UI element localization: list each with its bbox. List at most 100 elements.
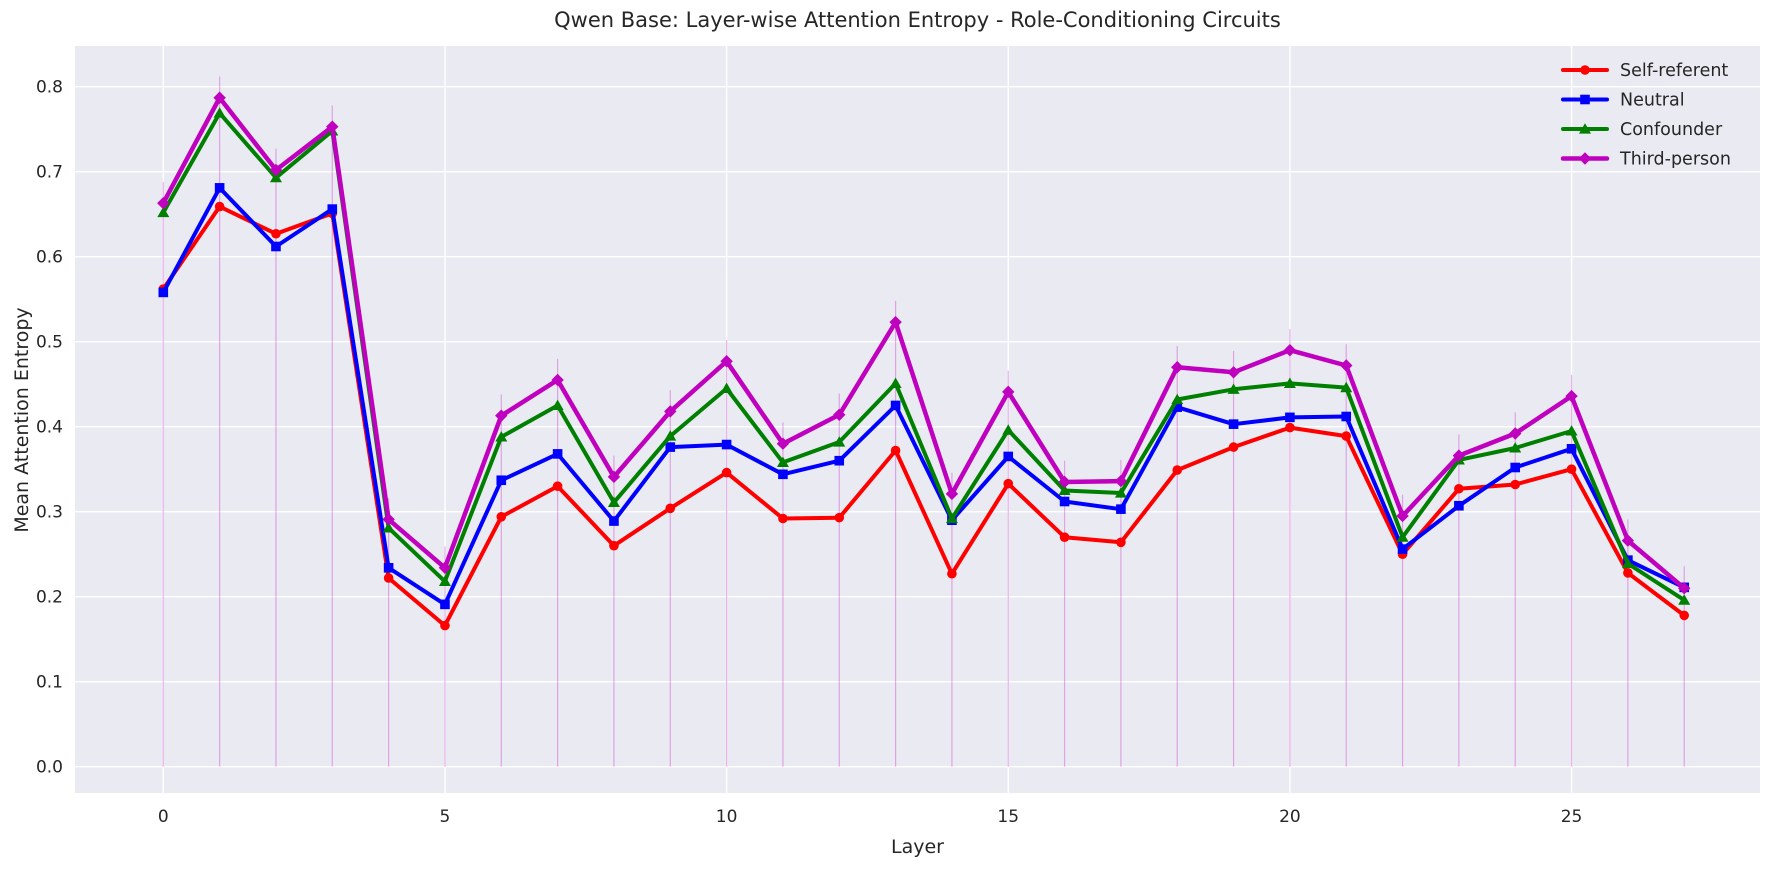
data-point-marker xyxy=(1341,431,1352,441)
data-point-marker xyxy=(269,163,283,177)
data-point-marker xyxy=(157,196,170,210)
data-point-marker xyxy=(1679,610,1690,621)
data-point-marker xyxy=(271,241,281,252)
legend-label: Self-referent xyxy=(1620,61,1728,81)
data-point-marker xyxy=(495,431,508,442)
data-point-marker xyxy=(1509,442,1522,453)
data-point-marker xyxy=(157,206,170,218)
x-tick-label: 5 xyxy=(440,807,451,827)
data-point-marker xyxy=(776,456,789,467)
data-point-marker xyxy=(158,287,169,298)
triangle-marker-icon xyxy=(1579,123,1591,134)
data-point-marker xyxy=(720,382,733,394)
data-point-marker xyxy=(438,561,452,574)
data-point-marker xyxy=(607,470,621,484)
data-point-marker xyxy=(1678,594,1691,605)
data-point-marker xyxy=(720,355,733,368)
data-point-marker xyxy=(1623,568,1633,578)
data-point-marker xyxy=(1283,377,1296,388)
data-point-marker xyxy=(833,408,846,421)
series-line-self-referent xyxy=(161,204,1687,628)
data-point-marker xyxy=(383,563,394,573)
y-tick-label: 0.8 xyxy=(36,78,63,98)
data-point-marker xyxy=(721,439,732,450)
data-point-marker xyxy=(664,430,677,441)
data-point-marker xyxy=(1172,465,1183,475)
data-point-marker xyxy=(1002,424,1015,435)
diamond-marker-icon xyxy=(1578,152,1592,165)
data-point-marker xyxy=(1114,487,1127,498)
data-point-marker xyxy=(834,455,845,466)
data-point-marker xyxy=(664,405,677,418)
data-point-marker xyxy=(1566,444,1577,454)
data-point-marker xyxy=(1114,474,1128,488)
data-point-marker xyxy=(496,475,507,486)
data-point-marker xyxy=(776,437,790,450)
data-point-marker xyxy=(1003,478,1014,489)
data-point-marker xyxy=(551,399,564,411)
data-point-marker xyxy=(269,171,282,183)
data-point-marker xyxy=(551,373,564,387)
data-point-marker xyxy=(213,107,226,118)
data-point-marker xyxy=(552,449,563,459)
x-tick-label: 25 xyxy=(1561,807,1583,827)
series-line-third-person xyxy=(161,95,1687,591)
chart-title: Qwen Base: Layer-wise Attention Entropy … xyxy=(554,8,1281,32)
legend-label: Confounder xyxy=(1620,120,1723,140)
data-point-marker xyxy=(1227,366,1240,379)
data-point-marker xyxy=(1510,462,1521,473)
data-point-marker xyxy=(1116,504,1126,514)
y-tick-label: 0.1 xyxy=(36,673,63,693)
data-point-marker xyxy=(1452,449,1466,462)
data-point-marker xyxy=(1171,393,1184,405)
data-point-marker xyxy=(665,442,676,452)
data-point-marker xyxy=(271,228,281,239)
data-point-marker xyxy=(382,513,395,526)
data-point-marker xyxy=(945,512,958,524)
data-point-marker xyxy=(1454,500,1464,511)
data-point-marker xyxy=(1285,412,1295,423)
data-point-marker xyxy=(889,377,902,388)
data-point-marker xyxy=(440,620,450,631)
data-point-marker xyxy=(438,575,451,586)
data-point-marker xyxy=(1621,534,1635,547)
data-point-marker xyxy=(1058,484,1071,496)
data-point-marker xyxy=(1397,544,1408,554)
data-point-marker xyxy=(1228,419,1239,429)
data-point-marker xyxy=(1621,557,1634,569)
data-point-marker xyxy=(495,409,508,422)
y-tick-label: 0.4 xyxy=(36,418,63,438)
data-point-marker xyxy=(1283,344,1297,357)
data-point-marker xyxy=(383,573,394,583)
data-point-marker xyxy=(1396,531,1409,542)
data-point-marker xyxy=(721,467,732,478)
data-point-marker xyxy=(1454,483,1464,494)
data-point-marker xyxy=(214,201,225,212)
data-point-marker xyxy=(1228,442,1239,452)
data-point-marker xyxy=(496,512,507,522)
data-point-marker xyxy=(1396,509,1409,523)
data-point-marker xyxy=(326,120,339,133)
series-line-confounder xyxy=(161,111,1687,603)
data-point-marker xyxy=(1059,532,1070,542)
data-point-marker xyxy=(1340,381,1353,393)
x-tick-label: 15 xyxy=(997,807,1019,827)
x-axis-label: Layer xyxy=(891,836,944,858)
legend-label: Third-person xyxy=(1619,150,1731,170)
y-tick-label: 0.3 xyxy=(36,503,63,523)
data-point-marker xyxy=(1565,425,1578,436)
series-line-neutral xyxy=(161,185,1687,607)
data-point-marker xyxy=(1285,422,1295,433)
y-tick-label: 0.5 xyxy=(36,333,63,353)
data-point-marker xyxy=(1002,385,1015,399)
square-marker-icon xyxy=(1580,94,1590,105)
data-point-marker xyxy=(945,487,959,501)
data-point-marker xyxy=(609,540,619,551)
data-point-marker xyxy=(778,469,788,480)
data-point-marker xyxy=(1116,537,1126,548)
data-point-marker xyxy=(1566,464,1577,475)
data-point-marker xyxy=(1678,582,1691,595)
data-point-marker xyxy=(665,503,676,514)
